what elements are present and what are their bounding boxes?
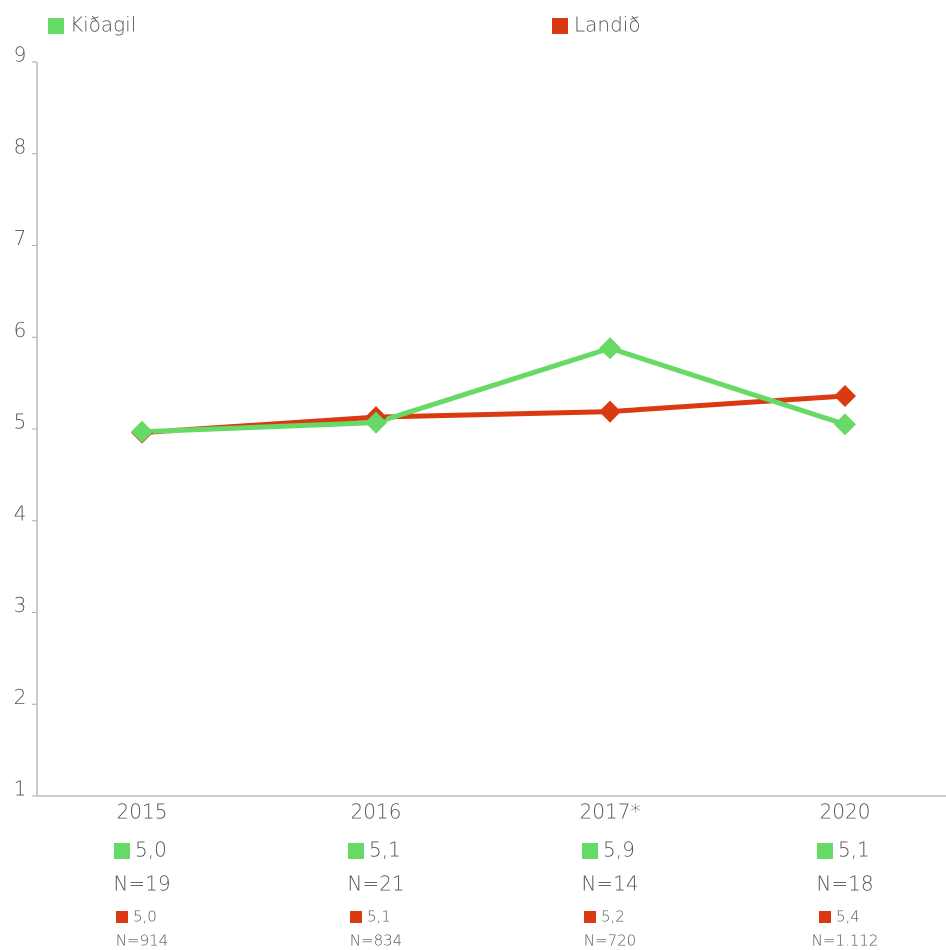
n-label: N=1.112 (812, 932, 879, 950)
legend-label: Landið (574, 13, 641, 37)
n-label: N=914 (116, 932, 168, 950)
value-label: 5,9 (603, 838, 635, 862)
legend-swatch (552, 18, 568, 34)
n-label: N=14 (581, 872, 638, 896)
n-label: N=18 (816, 872, 873, 896)
point-marker (599, 337, 621, 360)
value-label: 5,4 (836, 908, 860, 926)
value-label: 5,1 (369, 838, 401, 862)
x-tick-label: 2020 (820, 800, 871, 824)
value-label: 5,1 (367, 908, 391, 926)
x-tick-label: 2015 (117, 800, 168, 824)
value-swatch (348, 843, 364, 859)
point-marker (599, 400, 621, 423)
value-swatch (582, 843, 598, 859)
value-swatch (350, 911, 362, 923)
y-tick-label: 5 (14, 410, 27, 434)
y-tick-label: 9 (14, 43, 27, 67)
y-tick-label: 1 (14, 777, 27, 801)
value-label: 5,1 (838, 838, 870, 862)
point-marker (365, 411, 387, 434)
value-label: 5,2 (601, 908, 625, 926)
value-swatch (584, 911, 596, 923)
value-label: 5,0 (133, 908, 157, 926)
value-label: 5,0 (135, 838, 167, 862)
legend-label: Kiðagil (70, 13, 136, 37)
series-line (141, 345, 846, 435)
x-tick-label: 2016 (351, 800, 402, 824)
y-tick-label: 8 (14, 134, 27, 158)
point-marker (834, 413, 856, 436)
n-label: N=19 (113, 872, 170, 896)
y-tick-label: 7 (14, 226, 27, 250)
value-swatch (817, 843, 833, 859)
n-label: N=834 (350, 932, 402, 950)
legend-swatch (48, 18, 64, 34)
x-tick-label: 2017* (580, 800, 641, 824)
y-tick-label: 2 (14, 685, 27, 709)
n-label: N=720 (584, 932, 636, 950)
point-marker (131, 420, 153, 443)
value-swatch (819, 911, 831, 923)
y-tick-label: 3 (14, 593, 27, 617)
n-label: N=21 (347, 872, 404, 896)
value-swatch (116, 911, 128, 923)
value-swatch (114, 843, 130, 859)
y-tick-label: 6 (14, 318, 27, 342)
y-tick-label: 4 (14, 501, 27, 525)
point-marker (834, 384, 856, 407)
